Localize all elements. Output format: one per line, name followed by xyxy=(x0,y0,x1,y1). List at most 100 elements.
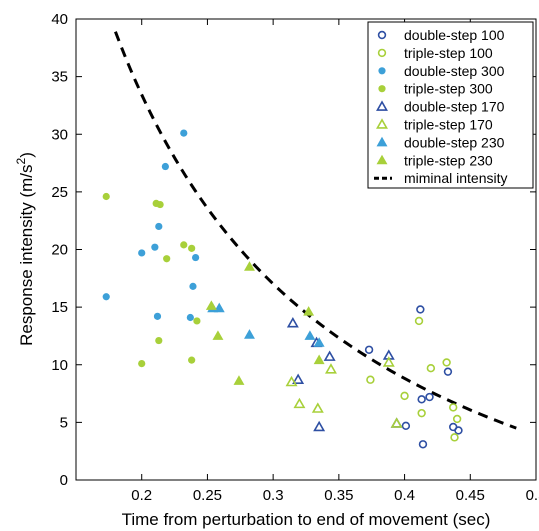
data-point-double-step-230 xyxy=(304,330,316,340)
y-tick-label: 40 xyxy=(51,11,68,28)
data-point-double-step-100 xyxy=(417,395,426,404)
data-point-triple-step-100 xyxy=(417,408,426,418)
legend-label-double-step-170: double-step 170 xyxy=(404,99,505,115)
data-point-triple-step-100 xyxy=(400,391,409,401)
data-point-double-step-170 xyxy=(286,317,299,328)
legend-marker-triple-step-170 xyxy=(376,118,388,129)
data-point-double-step-230 xyxy=(213,302,225,313)
data-point-double-step-300 xyxy=(102,293,110,301)
data-point-triple-step-100 xyxy=(452,414,462,424)
legend-label-triple-step-100: triple-step 100 xyxy=(404,45,493,61)
data-points xyxy=(102,129,463,449)
data-point-triple-step-230 xyxy=(205,300,217,310)
y-axis-label-superscript: 2 xyxy=(14,157,28,164)
legend-marker-triple-step-300 xyxy=(378,85,386,93)
data-point-triple-step-300 xyxy=(193,317,201,325)
legend-marker-triple-step-100 xyxy=(377,48,387,58)
x-tick-label: 0.4 xyxy=(394,487,415,504)
data-point-triple-step-100 xyxy=(426,364,436,373)
axis-ticks: 0.2 0.25 0.3 0.35 0.4 0.45 0.5 0 5 10 15 20 25 30 35 40 xyxy=(51,11,539,504)
x-tick-label: 0.45 xyxy=(456,487,485,504)
data-point-triple-step-100 xyxy=(450,433,459,442)
legend: double-step 100 triple-step 100 double-ste… xyxy=(367,21,534,189)
data-point-triple-step-170 xyxy=(311,402,324,413)
data-point-double-step-300 xyxy=(180,129,188,137)
data-point-triple-step-170 xyxy=(285,375,298,387)
y-axis-label: Response intensity (m/s2) xyxy=(14,152,36,346)
data-point-triple-step-170 xyxy=(324,363,337,374)
data-point-double-step-100 xyxy=(416,305,425,314)
legend-items: double-step 100 triple-step 100 double-ste… xyxy=(374,27,507,186)
legend-marker-double-step-230 xyxy=(376,136,388,147)
data-point-double-step-300 xyxy=(192,253,200,262)
data-point-triple-step-170 xyxy=(293,397,306,409)
data-point-double-step-300 xyxy=(155,222,163,231)
x-tick-label: 0.35 xyxy=(324,487,353,504)
x-tick-label: 0.2 xyxy=(131,487,152,504)
data-point-double-step-100 xyxy=(454,426,463,435)
y-tick-label: 10 xyxy=(51,357,68,374)
data-point-triple-step-230 xyxy=(244,261,255,271)
data-point-triple-step-230 xyxy=(303,306,315,316)
data-point-double-step-230 xyxy=(244,329,255,339)
data-point-triple-step-100 xyxy=(449,403,458,412)
data-point-double-step-100 xyxy=(425,392,434,402)
legend-label-double-step-300: double-step 300 xyxy=(404,63,505,79)
data-point-double-step-170 xyxy=(292,373,305,384)
x-tick-label: 0.5 xyxy=(526,487,539,504)
legend-label-miminal-intensity: miminal intensity xyxy=(404,170,507,186)
data-point-double-step-300 xyxy=(161,162,169,171)
y-axis-label-end: ) xyxy=(17,152,36,158)
data-point-double-step-230 xyxy=(313,337,325,347)
data-point-double-step-300 xyxy=(151,243,159,251)
legend-marker-double-step-300 xyxy=(378,67,386,75)
data-point-triple-step-300 xyxy=(163,255,171,263)
data-point-double-step-100 xyxy=(364,345,374,354)
data-point-triple-step-230 xyxy=(212,330,224,340)
legend-marker-double-step-170 xyxy=(376,100,388,111)
data-point-triple-step-300 xyxy=(188,244,196,252)
x-tick-label: 0.3 xyxy=(263,487,284,504)
data-point-double-step-100 xyxy=(418,440,428,449)
data-point-triple-step-300 xyxy=(156,200,164,209)
y-tick-label: 35 xyxy=(51,69,68,86)
y-axis-label-main: Response intensity (m/s xyxy=(17,164,36,345)
data-point-double-step-100 xyxy=(443,367,453,376)
legend-label-triple-step-300: triple-step 300 xyxy=(404,81,493,97)
y-tick-label: 0 xyxy=(60,472,68,489)
legend-marker-double-step-100 xyxy=(377,30,387,40)
data-point-triple-step-300 xyxy=(155,336,163,345)
data-point-triple-step-100 xyxy=(366,375,375,384)
y-tick-label: 30 xyxy=(51,126,68,143)
data-point-double-step-170 xyxy=(323,350,336,361)
plot-area: 0.2 0.25 0.3 0.35 0.4 0.45 0.5 0 5 10 15 20 25 30 35 40 xyxy=(51,11,539,504)
data-point-triple-step-300 xyxy=(188,356,196,364)
data-point-triple-step-300 xyxy=(180,241,188,249)
data-point-double-step-170 xyxy=(313,420,326,432)
data-point-double-step-300 xyxy=(189,282,197,290)
x-axis-label: Time from perturbation to end of movemen… xyxy=(122,510,491,529)
data-point-triple-step-230 xyxy=(313,354,325,365)
data-point-triple-step-170 xyxy=(382,356,395,367)
legend-marker-triple-step-230 xyxy=(376,154,388,165)
y-tick-label: 20 xyxy=(51,242,68,259)
data-point-double-step-300 xyxy=(153,312,162,320)
y-tick-label: 5 xyxy=(60,414,68,431)
data-point-triple-step-170 xyxy=(390,417,403,428)
x-tick-label: 0.25 xyxy=(193,487,222,504)
data-point-double-step-300 xyxy=(186,313,194,322)
legend-label-double-step-100: double-step 100 xyxy=(404,27,505,43)
data-point-triple-step-100 xyxy=(414,316,424,326)
y-tick-label: 25 xyxy=(51,184,68,201)
data-point-triple-step-300 xyxy=(138,359,146,368)
y-tick-label: 15 xyxy=(51,299,68,316)
legend-label-triple-step-230: triple-step 230 xyxy=(404,152,493,168)
data-point-double-step-100 xyxy=(401,421,411,431)
data-point-triple-step-230 xyxy=(233,375,245,385)
legend-label-triple-step-170: triple-step 170 xyxy=(404,117,493,133)
data-point-triple-step-300 xyxy=(102,192,110,201)
data-point-triple-step-100 xyxy=(442,358,451,367)
legend-label-double-step-230: double-step 230 xyxy=(404,134,505,150)
data-point-double-step-300 xyxy=(138,249,146,257)
